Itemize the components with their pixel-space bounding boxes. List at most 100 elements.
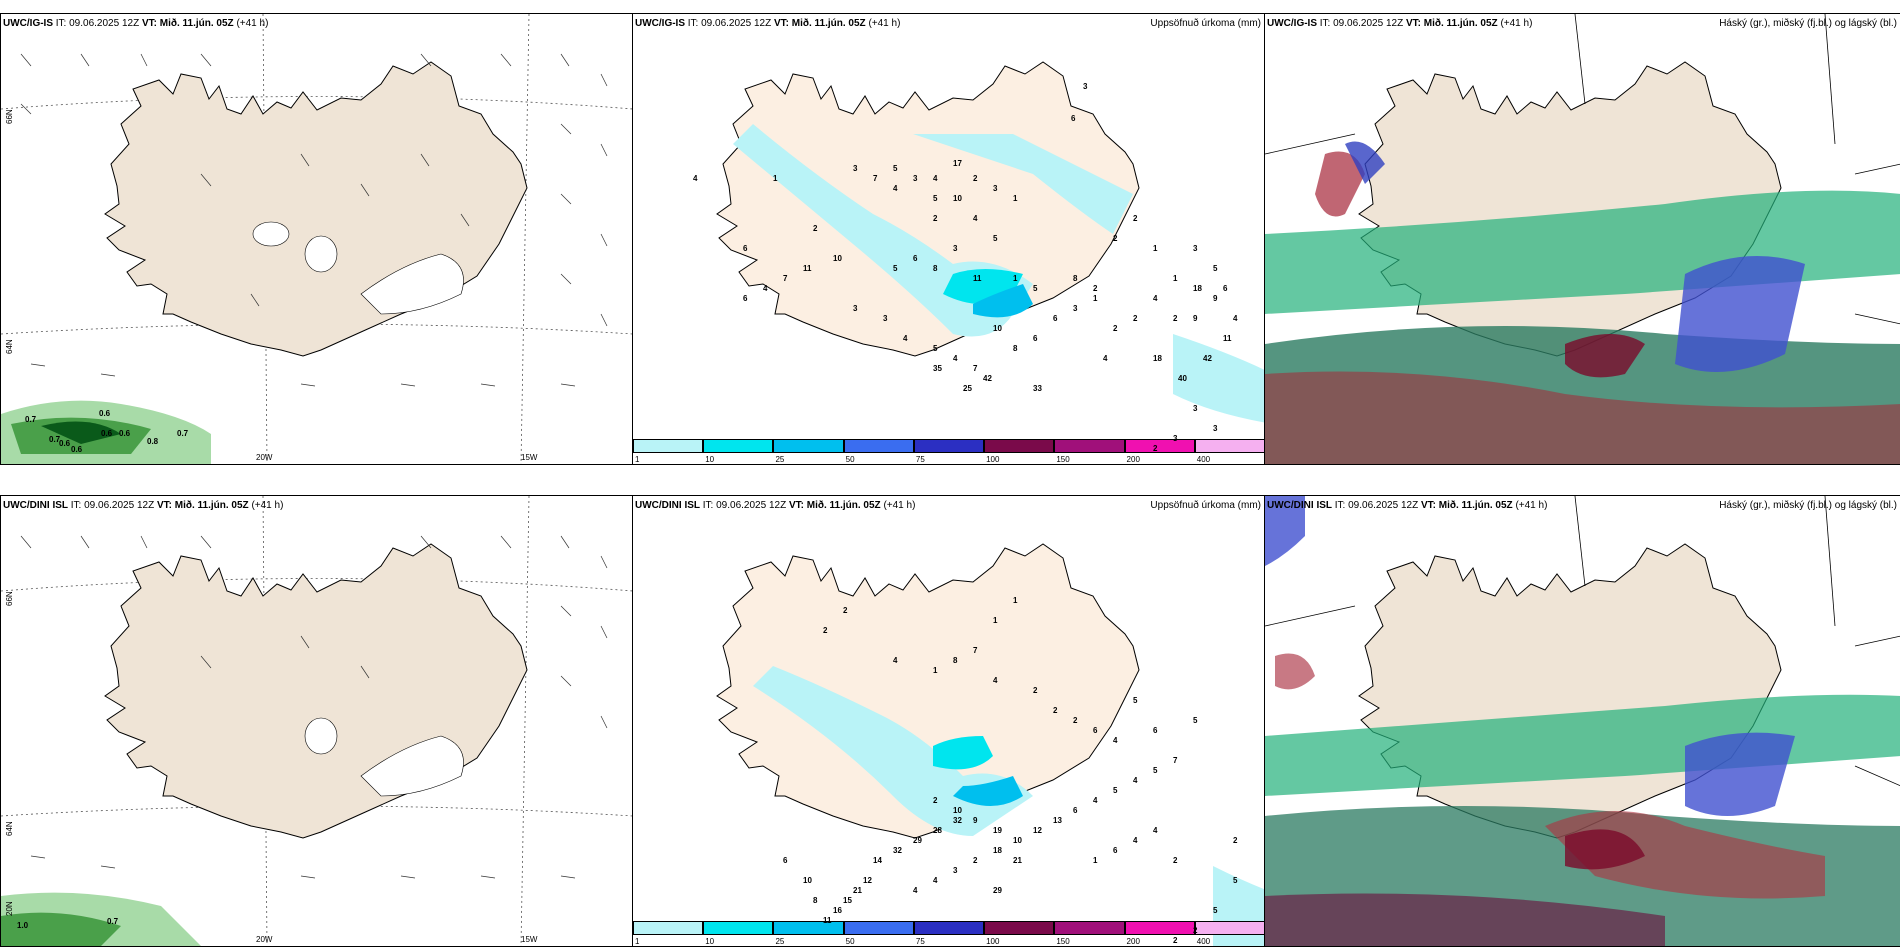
lon-label: 15W (521, 453, 538, 462)
precip-value: 4 (993, 676, 998, 685)
colorbar: 1 10 25 50 75 100 150 200 400 (633, 919, 1265, 946)
colorbar-tick: 200 (1126, 937, 1140, 946)
precip-value: 5 (993, 234, 998, 243)
precip-value: 10 (1013, 836, 1022, 845)
precip-map (716, 543, 1265, 946)
colorbar-cell (913, 921, 985, 935)
precip-value: 6 (1053, 314, 1058, 323)
precip-value: 4 (953, 354, 958, 363)
precip-value: 3 (1073, 304, 1078, 313)
panel-header: UWC/DINI ISL IT: 09.06.2025 12Z VT: Mið.… (635, 500, 916, 511)
colorbar-tick: 150 (1056, 937, 1070, 946)
precip-value: 17 (953, 159, 962, 168)
precip-value: 4 (1113, 736, 1118, 745)
precip-value: 25 (963, 384, 972, 393)
lat-label: 64N (5, 339, 14, 354)
precip-value: 5 (1113, 786, 1118, 795)
precip-value: 6 (1073, 806, 1078, 815)
precip-value: 6 (1153, 726, 1158, 735)
cloud-map (1265, 496, 1900, 946)
colorbar-cell (703, 439, 774, 453)
precip-value: 18 (993, 846, 1002, 855)
precip-value: 2 (1193, 926, 1198, 935)
precip-value: 1 (1013, 596, 1018, 605)
wind-value: 1.0 (17, 921, 29, 930)
precip-value: 29 (913, 836, 922, 845)
wind-value: 0.6 (119, 429, 131, 438)
colorbar-cell (633, 921, 704, 935)
lat-label: 66N (5, 109, 14, 124)
precip-value: 2 (933, 214, 938, 223)
panel-header: UWC/IG-IS IT: 09.06.2025 12Z VT: Mið. 11… (1267, 18, 1533, 29)
precip-value: 4 (893, 184, 898, 193)
colorbar-tick: 25 (775, 937, 785, 946)
precip-value: 16 (833, 906, 842, 915)
precip-value: 5 (1153, 766, 1158, 775)
colorbar-cell (843, 439, 914, 453)
precip-value: 14 (873, 856, 882, 865)
precip-value: 3 (993, 184, 998, 193)
panel-title: Uppsöfnuð úrkoma (mm) (1150, 18, 1261, 29)
precip-value: 11 (803, 264, 812, 273)
precip-value: 4 (1133, 776, 1138, 785)
precip-value: 3 (1193, 404, 1198, 413)
lat-label: 66N (5, 591, 14, 606)
precip-value: 3 (1083, 82, 1088, 91)
wind-value: 0.7 (177, 429, 189, 438)
wind-value: 0.7 (107, 917, 119, 926)
precip-value: 3 (1213, 424, 1218, 433)
panel-header: UWC/DINI ISL IT: 09.06.2025 12Z VT: Mið.… (1267, 500, 1548, 511)
precip-value: 1 (933, 666, 938, 675)
colorbar-cell (1124, 439, 1195, 453)
precip-value: 6 (1113, 846, 1118, 855)
cloud-map (1265, 14, 1900, 464)
precip-value: 12 (1033, 826, 1042, 835)
precip-value: 21 (1013, 856, 1022, 865)
precip-value: 3 (913, 174, 918, 183)
precip-value: 13 (1053, 816, 1062, 825)
lon-label: 15W (521, 935, 538, 944)
precip-value: 12 (863, 876, 872, 885)
precip-value: 11 (823, 916, 832, 925)
precip-value: 6 (1033, 334, 1038, 343)
precip-value: 1 (1093, 294, 1098, 303)
precip-value: 10 (953, 806, 962, 815)
precip-value: 8 (813, 896, 818, 905)
precip-value: 29 (993, 886, 1002, 895)
precip-value: 6 (1071, 114, 1076, 123)
precip-value: 3 (1173, 434, 1178, 443)
precip-value: 4 (933, 876, 938, 885)
precip-value: 1 (1173, 274, 1178, 283)
precip-value: 4 (1233, 314, 1238, 323)
precip-value: 6 (743, 294, 748, 303)
precip-value: 8 (933, 264, 938, 273)
precip-value: 3 (883, 314, 888, 323)
precip-value: 5 (933, 194, 938, 203)
precip-value: 2 (933, 796, 938, 805)
precip-value: 7 (1173, 756, 1178, 765)
precip-value: 5 (1033, 284, 1038, 293)
precip-value: 1 (993, 616, 998, 625)
precip-value: 10 (833, 254, 842, 263)
precip-value: 4 (903, 334, 908, 343)
precip-map (716, 61, 1265, 423)
precip-value: 11 (1223, 334, 1232, 343)
precip-value: 1 (1093, 856, 1098, 865)
colorbar-cell (984, 921, 1055, 935)
precip-value: 6 (1223, 284, 1228, 293)
precip-value: 42 (1203, 354, 1212, 363)
colorbar-cell (703, 921, 774, 935)
precip-value: 2 (1173, 314, 1178, 323)
precip-value: 9 (1213, 294, 1218, 303)
precip-value: 2 (1053, 706, 1058, 715)
precip-value: 2 (1093, 284, 1098, 293)
colorbar-tick: 25 (775, 455, 785, 464)
precip-value: 4 (1103, 354, 1108, 363)
lat-label: 20N (5, 901, 14, 916)
precip-value: 21 (853, 886, 862, 895)
colorbar-cell (1054, 439, 1125, 453)
precip-value: 32 (953, 816, 962, 825)
panel-clouds-dini: UWC/DINI ISL IT: 09.06.2025 12Z VT: Mið.… (1264, 495, 1900, 947)
lat-label: 64N (5, 821, 14, 836)
colorbar-tick: 400 (1196, 455, 1211, 464)
